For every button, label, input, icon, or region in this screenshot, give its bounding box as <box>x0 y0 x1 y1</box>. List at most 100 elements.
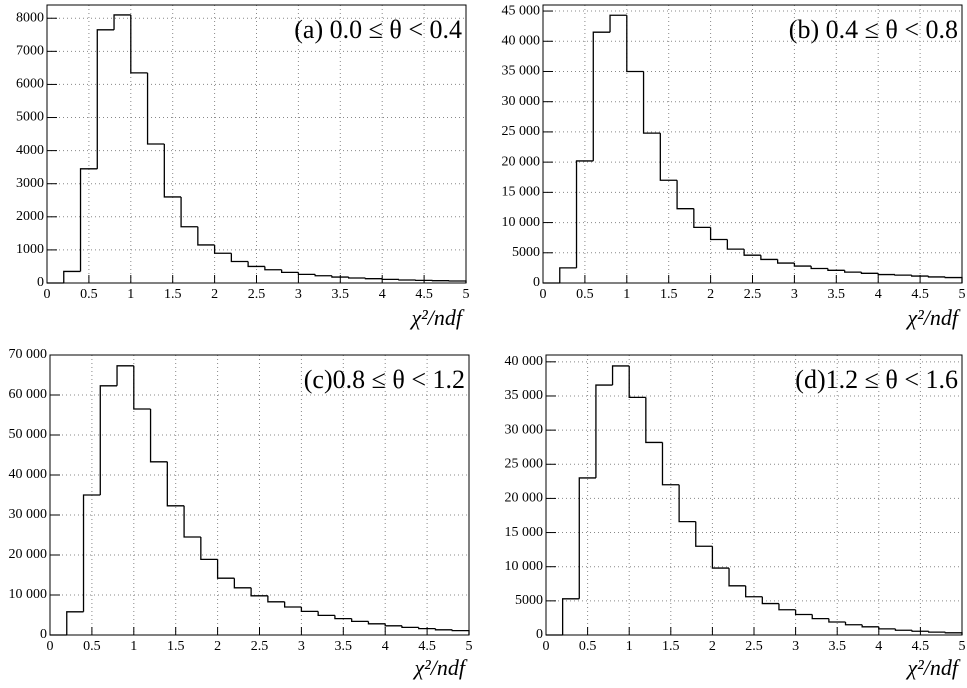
histogram-bin <box>99 385 118 495</box>
x-tick-label: 2.5 <box>745 639 763 654</box>
x-tick-label: 1 <box>127 287 134 302</box>
y-tick-label: 60 000 <box>9 387 48 402</box>
histogram-bin <box>911 630 929 632</box>
histogram-bin <box>314 274 332 277</box>
histogram-bin <box>628 365 646 398</box>
histogram-bin <box>233 578 252 589</box>
histogram-bin <box>877 273 895 276</box>
plot-frame <box>545 354 963 636</box>
histogram-bin <box>183 505 201 538</box>
histogram-bin <box>401 625 419 629</box>
x-tick-label: 4 <box>875 639 882 654</box>
histogram-bin <box>264 266 282 271</box>
x-tick-label: 2 <box>214 639 221 654</box>
histogram-bin <box>844 270 862 273</box>
y-tick-label: 35 000 <box>505 388 544 403</box>
y-tick-label: 8000 <box>16 10 44 25</box>
histogram-bin <box>827 268 845 271</box>
histogram-bin <box>575 160 594 268</box>
x-tick-label: 3 <box>295 287 302 302</box>
x-tick-label: 3.5 <box>828 639 846 654</box>
x-tick-label: 2.5 <box>251 639 269 654</box>
y-tick-label: 40 000 <box>505 354 544 369</box>
histogram-bin <box>761 596 779 605</box>
histogram-bin <box>133 365 151 410</box>
x-tick-label: 1.5 <box>660 287 678 302</box>
histogram-bin <box>149 409 168 463</box>
x-tick-label: 4 <box>379 287 386 302</box>
histogram-bin <box>928 631 946 633</box>
histogram-bin <box>678 484 696 523</box>
chart-title: (c)0.8 ≤ θ < 1.2 <box>304 365 465 394</box>
histogram-bin <box>642 71 661 134</box>
y-tick-label: 50 000 <box>9 427 48 442</box>
histogram-bin <box>448 280 467 283</box>
x-tick-label: 4.5 <box>911 287 929 302</box>
x-tick-label: 1.5 <box>164 287 182 302</box>
y-tick-label: 10 000 <box>9 587 48 602</box>
x-tick-label: 1 <box>626 639 633 654</box>
chart-title: (a) 0.0 ≤ θ < 0.4 <box>294 15 462 44</box>
histogram-bin <box>626 15 644 73</box>
y-tick-label: 35 000 <box>502 64 541 79</box>
histogram-bin <box>213 244 232 254</box>
histogram-bin <box>745 585 763 598</box>
y-tick-label: 0 <box>37 275 44 290</box>
histogram-bin <box>860 272 879 274</box>
histogram-bin <box>661 442 680 486</box>
histogram-bin <box>197 226 215 246</box>
y-tick-label: 5000 <box>515 593 543 608</box>
y-tick-label: 0 <box>40 627 47 642</box>
histogram-bin <box>163 144 182 198</box>
histogram-bin <box>726 239 745 250</box>
histogram-bin <box>728 568 746 587</box>
histogram-bin <box>894 628 913 631</box>
histogram-bin <box>793 263 812 267</box>
histogram-bin <box>794 609 813 616</box>
histogram-bin <box>267 595 285 603</box>
y-tick-label: 1000 <box>16 242 44 257</box>
x-tick-label: 5 <box>959 287 966 302</box>
x-axis-label: χ²/ndf <box>906 305 961 330</box>
histogram-bin <box>561 598 580 635</box>
histogram-bin <box>609 14 627 33</box>
histogram-bin <box>317 611 335 617</box>
histogram-bin <box>297 272 316 276</box>
x-tick-label: 0.5 <box>80 287 98 302</box>
y-tick-label: 40 000 <box>9 467 48 482</box>
histogram-bin <box>247 261 265 268</box>
x-tick-label: 2 <box>707 287 714 302</box>
x-tick-label: 2.5 <box>248 287 266 302</box>
plot-frame <box>542 4 963 284</box>
histogram-bin <box>811 614 829 620</box>
histogram-bin <box>451 629 470 635</box>
histogram-bin <box>810 266 828 270</box>
y-tick-label: 5000 <box>16 110 44 125</box>
x-axis-label: χ²/ndf <box>906 655 961 680</box>
histogram-bin <box>230 253 249 263</box>
y-tick-label: 20 000 <box>9 547 48 562</box>
y-tick-label: 3000 <box>16 176 44 191</box>
y-tick-label: 5000 <box>512 245 540 260</box>
histogram-bin <box>63 270 81 283</box>
histogram-bin <box>894 274 912 276</box>
y-tick-label: 30 000 <box>502 94 541 109</box>
histogram-bin <box>348 277 366 279</box>
y-tick-label: 0 <box>533 275 540 290</box>
histogram-bin <box>434 628 453 631</box>
x-tick-label: 0 <box>47 639 54 654</box>
histogram-bin <box>844 622 863 626</box>
x-tick-label: 4.5 <box>912 639 930 654</box>
histogram-bin <box>927 276 946 278</box>
y-tick-label: 30 000 <box>505 422 544 437</box>
histogram-bin <box>351 618 369 623</box>
histogram-bin <box>944 632 963 635</box>
chart-title: (d)1.2 ≤ θ < 1.6 <box>795 365 958 394</box>
histogram-bin <box>280 269 299 274</box>
histogram-bin <box>595 384 613 478</box>
histogram-bin <box>709 227 728 241</box>
histogram-bin <box>381 278 399 281</box>
y-tick-label: 40 000 <box>502 33 541 48</box>
x-tick-label: 0 <box>543 639 550 654</box>
